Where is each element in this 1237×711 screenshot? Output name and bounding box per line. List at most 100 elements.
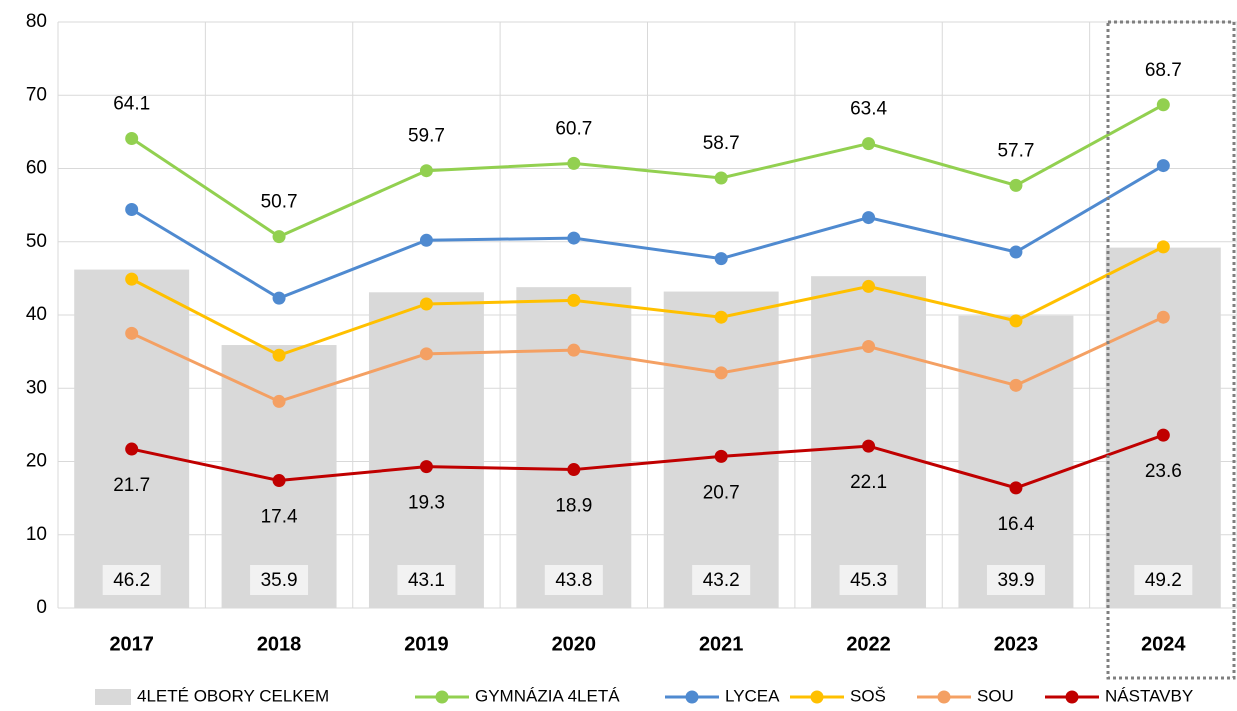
point <box>862 439 876 453</box>
data-label: 57.7 <box>997 140 1034 161</box>
y-tick-label: 50 <box>26 231 47 252</box>
data-label: 63.4 <box>850 99 887 120</box>
point <box>272 291 286 305</box>
point <box>1009 314 1023 328</box>
point <box>272 230 286 244</box>
y-tick-label: 0 <box>36 597 47 618</box>
x-tick-label: 2019 <box>404 633 449 655</box>
data-label-bg <box>839 565 898 595</box>
legend-marker <box>1065 690 1079 704</box>
legend-marker <box>435 690 449 704</box>
y-tick-label: 10 <box>26 524 47 545</box>
point <box>714 252 728 266</box>
point <box>1156 98 1170 112</box>
legend-label: 4LETÉ OBORY CELKEM <box>137 686 329 705</box>
point <box>1009 178 1023 192</box>
point <box>125 442 139 456</box>
line <box>131 315 1164 404</box>
bar <box>1105 247 1221 609</box>
data-label-bg <box>397 565 456 595</box>
point <box>714 310 728 324</box>
x-tick-label: 2024 <box>1141 633 1186 655</box>
data-label: 64.1 <box>113 93 150 114</box>
point <box>1156 310 1170 324</box>
y-tick-label: 20 <box>26 451 47 472</box>
point <box>1009 481 1023 495</box>
data-label: 45.3 <box>850 570 887 591</box>
point <box>125 272 139 286</box>
point <box>1156 240 1170 254</box>
data-label: 58.7 <box>703 133 740 154</box>
data-label: 19.3 <box>408 493 445 514</box>
data-label: 50.7 <box>261 192 298 213</box>
legend-label: NÁSTAVBY <box>1105 686 1193 705</box>
point <box>1009 245 1023 259</box>
point <box>419 297 433 311</box>
y-tick-label: 30 <box>26 377 47 398</box>
point <box>1156 159 1170 173</box>
legend-label: LYCEA <box>725 686 780 705</box>
data-label: 49.2 <box>1145 570 1182 591</box>
line <box>130 164 1165 300</box>
point <box>714 366 728 380</box>
legend-swatch <box>95 689 131 705</box>
point <box>567 156 581 170</box>
point <box>714 449 728 463</box>
point <box>419 164 433 178</box>
data-label: 68.7 <box>1145 60 1182 81</box>
point <box>567 293 581 307</box>
data-label-bg <box>250 565 309 595</box>
line <box>131 433 1164 490</box>
data-label: 60.7 <box>555 118 592 139</box>
legend-marker <box>937 690 951 704</box>
data-label-bg <box>544 565 603 595</box>
data-label: 46.2 <box>113 570 150 591</box>
bar <box>516 287 632 608</box>
data-label: 39.9 <box>997 570 1034 591</box>
point <box>567 463 581 477</box>
data-label: 22.1 <box>850 472 887 493</box>
point <box>125 203 139 217</box>
point <box>862 211 876 225</box>
data-label: 16.4 <box>997 514 1034 535</box>
bar <box>368 292 484 608</box>
x-tick-label: 2020 <box>552 633 597 655</box>
data-label: 18.9 <box>555 496 592 517</box>
point <box>272 348 286 362</box>
point <box>419 347 433 361</box>
point <box>1156 428 1170 442</box>
point <box>125 326 139 340</box>
point <box>862 137 876 151</box>
x-tick-label: 2023 <box>994 633 1039 655</box>
data-label: 35.9 <box>261 570 298 591</box>
bar <box>74 269 190 608</box>
data-label: 43.1 <box>408 570 445 591</box>
data-label: 21.7 <box>113 475 150 496</box>
legend-label: SOŠ <box>850 686 886 705</box>
line <box>130 103 1165 239</box>
point <box>567 231 581 245</box>
data-label: 43.8 <box>555 570 592 591</box>
x-tick-label: 2022 <box>846 633 891 655</box>
data-label: 20.7 <box>703 482 740 503</box>
y-tick-label: 80 <box>26 11 47 32</box>
point <box>272 394 286 408</box>
point <box>419 460 433 474</box>
data-label-bg <box>986 565 1045 595</box>
point <box>862 339 876 353</box>
data-label: 17.4 <box>261 507 298 528</box>
y-tick-label: 40 <box>26 304 47 325</box>
data-label-bg <box>102 565 161 595</box>
point <box>272 474 286 488</box>
line <box>130 245 1164 357</box>
data-label-bg <box>692 565 751 595</box>
legend-marker <box>810 690 824 704</box>
x-tick-label: 2017 <box>109 633 154 655</box>
x-tick-label: 2021 <box>699 633 744 655</box>
point <box>1009 378 1023 392</box>
data-label-bg <box>1134 565 1193 595</box>
point <box>567 343 581 357</box>
legend-label: GYMNÁZIA 4LETÁ <box>475 686 620 705</box>
bar <box>958 315 1074 608</box>
